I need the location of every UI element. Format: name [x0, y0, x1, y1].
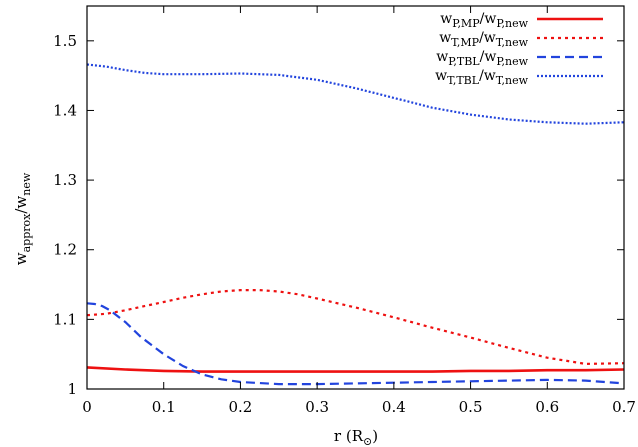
x-tick-label: 0.6	[535, 398, 559, 416]
x-tick-label: 0.2	[228, 398, 252, 416]
series-line-4	[86, 63, 625, 125]
y-tick-label: 1.2	[53, 241, 77, 259]
series-line-1	[86, 366, 625, 373]
x-tick-label: 0.4	[382, 398, 406, 416]
plot-frame	[86, 5, 625, 390]
x-tick-label: 0.1	[152, 398, 176, 416]
tick-labels: 0 0.1 0.2 0.3 0.4 0.5 0.6 0.7 1 1.1 1.2 1.3 1.4 1.5	[53, 32, 636, 416]
y-tick-label: 1.5	[53, 32, 77, 50]
ticks	[86, 6, 625, 390]
legend-entry-3: wP,TBL/wP,new	[436, 49, 603, 68]
legend-entry-4: wT,TBL/wT,new	[435, 68, 603, 87]
y-tick-label: 1.3	[53, 171, 77, 189]
series-line-2	[86, 289, 625, 365]
y-tick-label: 1.1	[53, 310, 77, 328]
x-tick-label: 0.7	[612, 398, 636, 416]
y-tick-label: 1	[67, 380, 77, 398]
legend-label-2: wT,MP/wT,new	[439, 30, 528, 49]
legend-label-3: wP,TBL/wP,new	[436, 49, 528, 68]
legend-entry-1: wP,MP/wP,new	[440, 11, 603, 30]
legend-label-1: wP,MP/wP,new	[440, 11, 528, 30]
legend-label-4: wT,TBL/wT,new	[435, 68, 528, 87]
y-tick-label: 1.4	[53, 101, 77, 119]
legend-entry-2: wT,MP/wT,new	[439, 30, 603, 49]
x-tick-label: 0	[82, 398, 92, 416]
legend: wP,MP/wP,new wT,MP/wT,new wP,TBL/wP,new …	[435, 11, 603, 87]
x-tick-label: 0.5	[459, 398, 483, 416]
x-axis-label: r (R⊙)	[334, 427, 378, 447]
y-axis-label: wapprox/wnew	[12, 172, 33, 265]
x-tick-label: 0.3	[305, 398, 329, 416]
